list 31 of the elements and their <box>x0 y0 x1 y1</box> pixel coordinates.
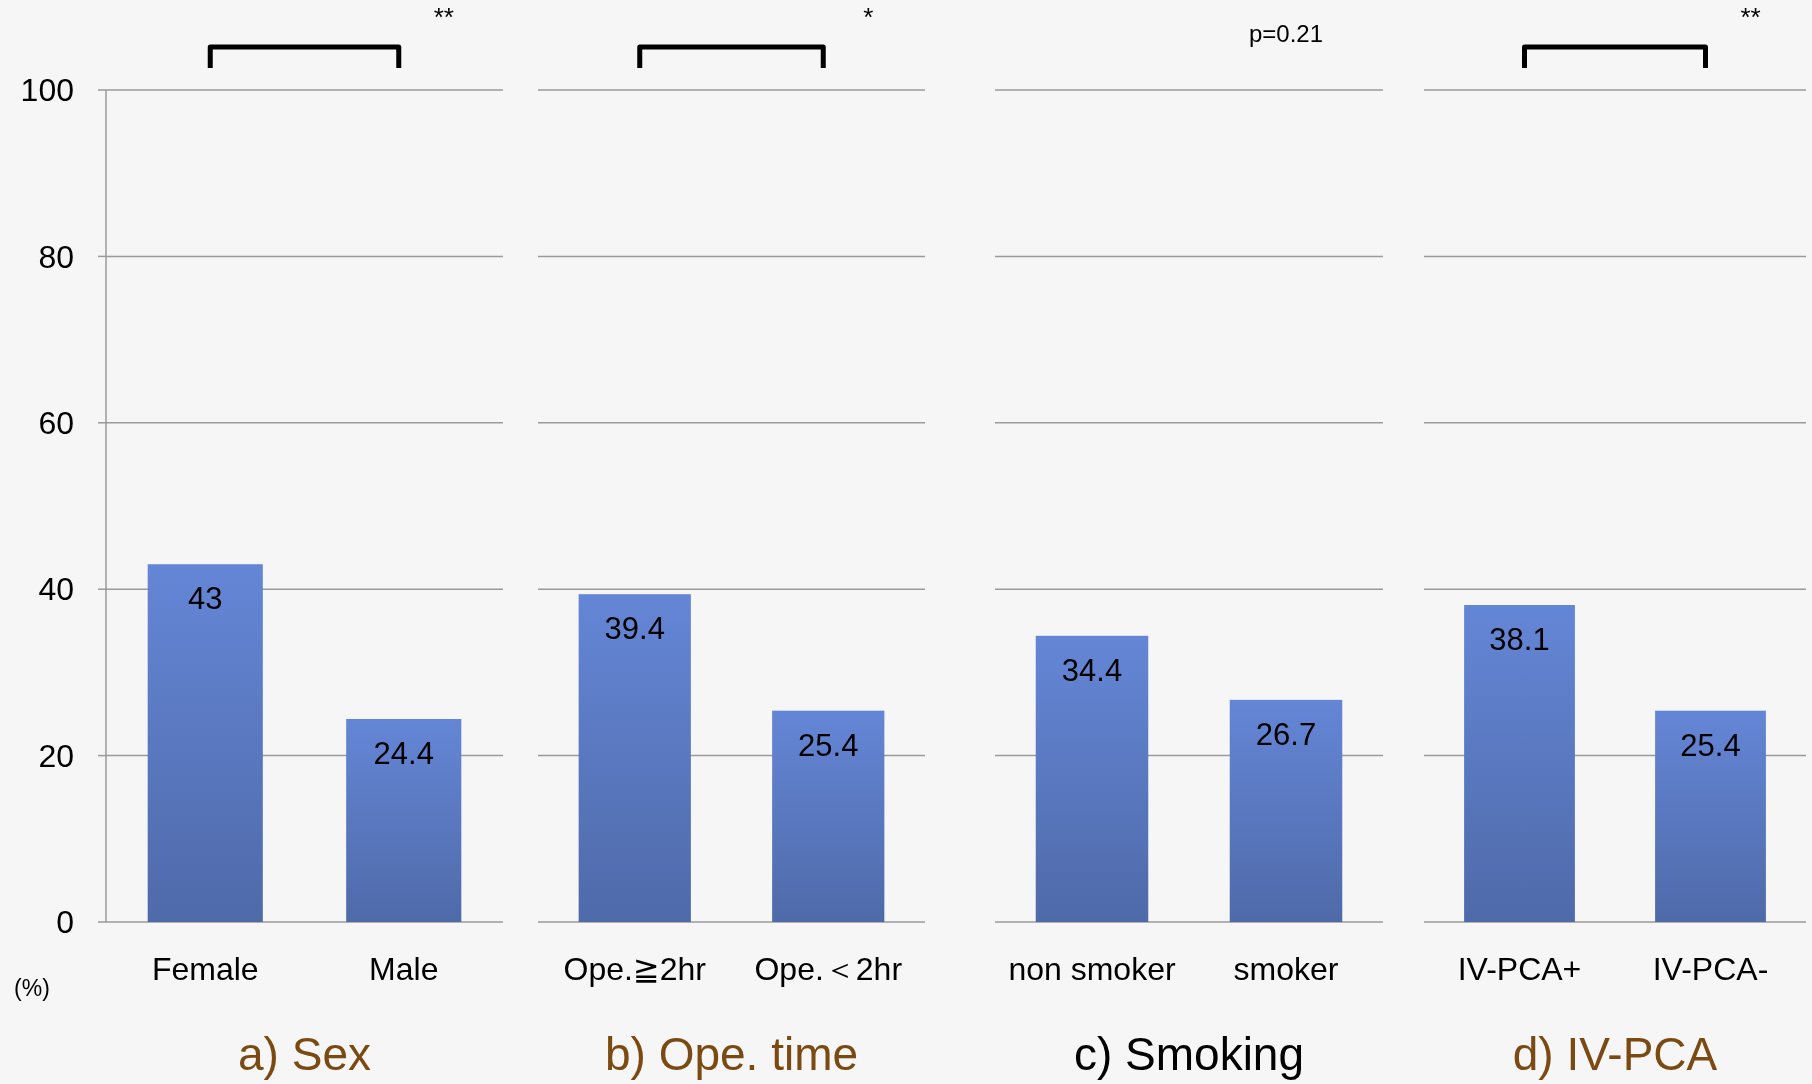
data-label: 25.4 <box>798 727 859 763</box>
data-label: 25.4 <box>1680 727 1741 763</box>
y-tick-label: 40 <box>38 571 74 608</box>
x-tick-label: Ope.＜2hr <box>754 951 903 987</box>
x-tick-label: non smoker <box>1008 951 1176 987</box>
y-axis-title: (%) <box>14 975 50 1001</box>
text: d) IV-PCA <box>1512 1028 1718 1080</box>
x-tick-label: IV-PCA+ <box>1457 951 1582 987</box>
x-tick-label: Ope.≧2hr <box>563 951 707 987</box>
x-tick-label: smoker <box>1233 951 1339 987</box>
text: * <box>863 2 874 32</box>
x-tick-label: IV-PCA- <box>1652 951 1769 987</box>
text: a) Sex <box>238 1028 371 1080</box>
y-tick-label: 60 <box>38 405 74 441</box>
y-tick-label: 20 <box>38 737 74 774</box>
text: p=0.21 <box>1248 20 1324 47</box>
data-label: 38.1 <box>1489 622 1550 658</box>
x-tick-label: Male <box>369 951 439 987</box>
data-label: 26.7 <box>1255 716 1317 752</box>
text: b) Ope. time <box>604 1028 859 1080</box>
text: c) Smoking <box>1073 1028 1305 1080</box>
data-label: 43 <box>188 581 223 617</box>
y-tick-label: 100 <box>20 72 74 109</box>
text: ** <box>433 2 454 32</box>
data-label: 39.4 <box>604 611 665 647</box>
data-label: 24.4 <box>373 735 434 771</box>
x-tick-label: Female <box>151 951 259 987</box>
data-label: 34.4 <box>1061 652 1123 688</box>
y-tick-label: 0 <box>56 904 74 941</box>
y-tick-label: 80 <box>38 238 74 275</box>
text: ** <box>1740 2 1761 32</box>
